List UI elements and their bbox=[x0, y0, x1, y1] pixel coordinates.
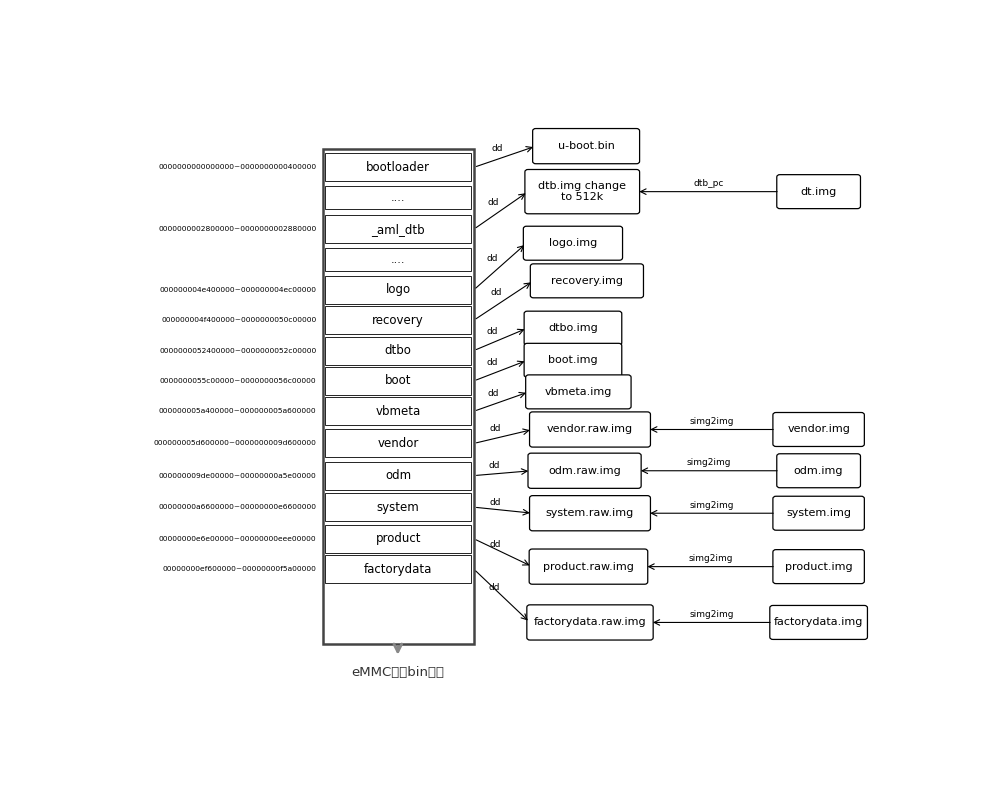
Text: dtbo: dtbo bbox=[385, 344, 412, 357]
FancyBboxPatch shape bbox=[533, 128, 640, 164]
Text: dt.img: dt.img bbox=[800, 187, 837, 197]
FancyBboxPatch shape bbox=[524, 311, 622, 345]
Text: dd: dd bbox=[487, 198, 499, 207]
FancyBboxPatch shape bbox=[523, 226, 623, 260]
Text: dd: dd bbox=[488, 583, 500, 593]
FancyBboxPatch shape bbox=[777, 175, 860, 209]
Text: simg2img: simg2img bbox=[688, 554, 733, 563]
FancyBboxPatch shape bbox=[528, 453, 641, 489]
Text: dd: dd bbox=[487, 255, 498, 263]
FancyBboxPatch shape bbox=[773, 496, 864, 530]
FancyBboxPatch shape bbox=[325, 307, 471, 334]
Text: factorydata.raw.img: factorydata.raw.img bbox=[534, 618, 646, 627]
Text: 0000000002800000~0000000002880000: 0000000002800000~0000000002880000 bbox=[158, 226, 316, 232]
Text: system: system bbox=[377, 500, 420, 514]
Text: dtbo.img: dtbo.img bbox=[548, 323, 598, 333]
Text: simg2img: simg2img bbox=[689, 417, 734, 426]
Text: product: product bbox=[375, 532, 421, 545]
FancyBboxPatch shape bbox=[325, 367, 471, 395]
FancyBboxPatch shape bbox=[530, 264, 643, 298]
Text: 000000005a400000~000000005a600000: 000000005a400000~000000005a600000 bbox=[159, 408, 316, 414]
Text: simg2img: simg2img bbox=[689, 610, 734, 619]
Text: boot: boot bbox=[385, 374, 411, 388]
FancyBboxPatch shape bbox=[325, 336, 471, 365]
Text: recovery: recovery bbox=[372, 314, 424, 327]
Text: odm: odm bbox=[385, 469, 411, 482]
FancyBboxPatch shape bbox=[524, 344, 622, 377]
Text: 00000000e6e00000~00000000eee00000: 00000000e6e00000~00000000eee00000 bbox=[159, 536, 316, 541]
Text: 0000000000000000~0000000000400000: 0000000000000000~0000000000400000 bbox=[158, 165, 316, 170]
Text: dtb.img change
to 512k: dtb.img change to 512k bbox=[538, 180, 626, 203]
Text: eMMC烧录bin文件: eMMC烧录bin文件 bbox=[351, 666, 444, 678]
Text: dd: dd bbox=[488, 389, 499, 398]
FancyBboxPatch shape bbox=[325, 429, 471, 457]
FancyBboxPatch shape bbox=[325, 186, 471, 210]
FancyBboxPatch shape bbox=[525, 169, 640, 214]
Text: dd: dd bbox=[490, 541, 501, 549]
Text: vendor.raw.img: vendor.raw.img bbox=[547, 425, 633, 434]
FancyBboxPatch shape bbox=[323, 149, 474, 644]
Text: product.raw.img: product.raw.img bbox=[543, 562, 634, 571]
FancyBboxPatch shape bbox=[530, 496, 650, 531]
Text: dd: dd bbox=[489, 461, 500, 470]
FancyBboxPatch shape bbox=[325, 462, 471, 489]
FancyBboxPatch shape bbox=[773, 550, 864, 584]
Text: 000000009de00000~00000000a5e00000: 000000009de00000~00000000a5e00000 bbox=[159, 473, 316, 478]
Text: 0000000055c00000~0000000056c00000: 0000000055c00000~0000000056c00000 bbox=[160, 378, 316, 384]
FancyBboxPatch shape bbox=[773, 412, 864, 447]
FancyBboxPatch shape bbox=[526, 375, 631, 409]
Text: vbmeta: vbmeta bbox=[376, 405, 421, 418]
Text: vendor.img: vendor.img bbox=[787, 425, 850, 434]
Text: ....: .... bbox=[391, 193, 405, 203]
Text: dd: dd bbox=[490, 424, 501, 433]
FancyBboxPatch shape bbox=[777, 454, 860, 488]
Text: _aml_dtb: _aml_dtb bbox=[371, 223, 425, 236]
Text: dd: dd bbox=[487, 327, 498, 336]
Text: bootloader: bootloader bbox=[366, 161, 430, 174]
Text: simg2img: simg2img bbox=[689, 501, 734, 510]
FancyBboxPatch shape bbox=[325, 215, 471, 243]
FancyBboxPatch shape bbox=[325, 276, 471, 304]
FancyBboxPatch shape bbox=[325, 493, 471, 521]
Text: dd: dd bbox=[491, 144, 503, 154]
FancyBboxPatch shape bbox=[325, 555, 471, 583]
Text: logo: logo bbox=[386, 284, 411, 296]
Text: logo.img: logo.img bbox=[549, 238, 597, 248]
FancyBboxPatch shape bbox=[530, 412, 650, 447]
FancyBboxPatch shape bbox=[529, 549, 648, 584]
Text: odm.raw.img: odm.raw.img bbox=[548, 466, 621, 476]
Text: product.img: product.img bbox=[785, 562, 852, 571]
Text: dtb_pc: dtb_pc bbox=[693, 179, 723, 188]
Text: system.raw.img: system.raw.img bbox=[546, 508, 634, 519]
Text: factorydata: factorydata bbox=[364, 563, 432, 575]
Text: 00000000a6600000~00000000e6600000: 00000000a6600000~00000000e6600000 bbox=[158, 504, 316, 510]
Text: 000000005d600000~0000000009d600000: 000000005d600000~0000000009d600000 bbox=[154, 440, 316, 447]
FancyBboxPatch shape bbox=[770, 605, 867, 639]
Text: vbmeta.img: vbmeta.img bbox=[545, 387, 612, 397]
Text: dd: dd bbox=[490, 498, 501, 507]
Text: recovery.img: recovery.img bbox=[551, 276, 623, 286]
Text: dd: dd bbox=[487, 359, 498, 367]
Text: dd: dd bbox=[490, 288, 502, 297]
FancyBboxPatch shape bbox=[325, 525, 471, 552]
FancyBboxPatch shape bbox=[325, 154, 471, 181]
FancyBboxPatch shape bbox=[325, 248, 471, 271]
Text: 0000000052400000~0000000052c00000: 0000000052400000~0000000052c00000 bbox=[159, 348, 316, 354]
Text: ....: .... bbox=[391, 255, 405, 265]
Text: u-boot.bin: u-boot.bin bbox=[558, 141, 615, 151]
Text: odm.img: odm.img bbox=[794, 466, 843, 476]
Text: system.img: system.img bbox=[786, 508, 851, 519]
FancyBboxPatch shape bbox=[527, 605, 653, 640]
Text: factorydata.img: factorydata.img bbox=[774, 618, 863, 627]
Text: vendor: vendor bbox=[378, 437, 419, 450]
Text: boot.img: boot.img bbox=[548, 355, 598, 366]
FancyBboxPatch shape bbox=[325, 397, 471, 426]
Text: simg2img: simg2img bbox=[687, 459, 731, 467]
Text: 00000000ef600000~00000000f5a00000: 00000000ef600000~00000000f5a00000 bbox=[163, 566, 316, 572]
Text: 000000004f400000~0000000050c00000: 000000004f400000~0000000050c00000 bbox=[161, 318, 316, 323]
Text: 000000004e400000~000000004ec00000: 000000004e400000~000000004ec00000 bbox=[159, 287, 316, 293]
